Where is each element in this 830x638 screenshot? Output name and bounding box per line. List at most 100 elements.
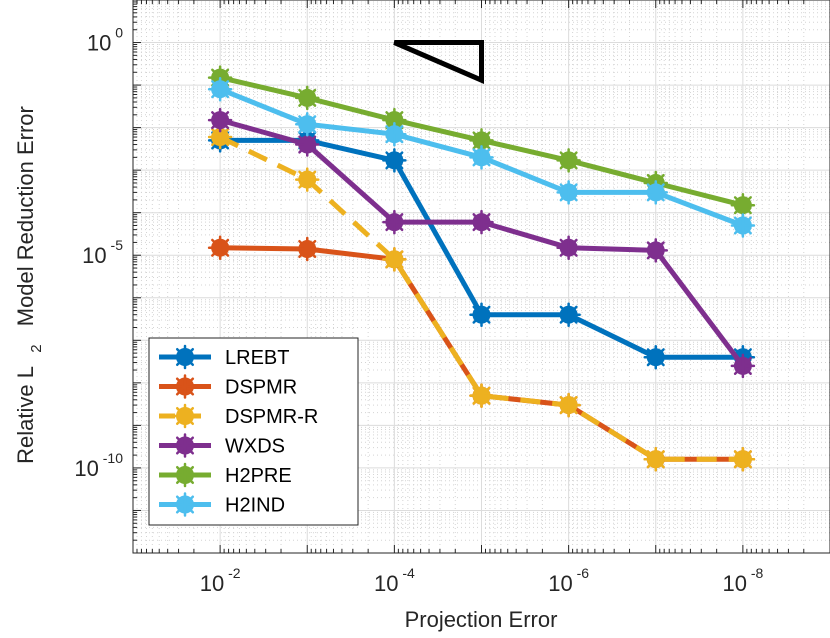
data-point	[295, 85, 320, 111]
data-point	[556, 235, 581, 260]
data-point-spoke	[298, 135, 317, 154]
axis-ticks	[132, 0, 830, 554]
legend-label: H2IND	[225, 495, 285, 517]
x-tick-label: 10 -6	[548, 565, 589, 596]
y-tick-exponent: 0	[111, 25, 123, 41]
data-point	[295, 167, 320, 192]
data-point-spoke	[559, 396, 578, 415]
y-axis-label-prefix: Relative L	[13, 366, 38, 464]
data-point	[730, 192, 756, 218]
x-tick-labels: 10 -2 10 -4 10 -6 10 -8	[200, 565, 764, 596]
x-tick-label: 10 -8	[722, 565, 763, 596]
slope-triangle	[393, 40, 484, 85]
data-point	[382, 209, 407, 235]
data-point	[643, 344, 668, 370]
data-point-spoke	[559, 151, 578, 170]
data-point-spoke	[646, 450, 665, 469]
legend-marker-spoke	[175, 436, 195, 455]
data-point-spoke	[733, 216, 752, 235]
data-point	[730, 213, 756, 238]
legend-marker-spoke	[175, 347, 195, 367]
data-point-spoke	[559, 305, 578, 324]
legend-marker-spoke	[175, 495, 195, 514]
data-point-spoke	[211, 80, 230, 99]
data-point-spoke	[472, 148, 491, 167]
data-point	[643, 238, 668, 263]
x-tick-base: 10	[722, 571, 746, 596]
data-point-spoke	[298, 239, 317, 259]
data-point-spoke	[385, 125, 404, 144]
legend-marker-spoke	[175, 465, 195, 485]
data-point	[556, 302, 581, 327]
data-point	[469, 145, 494, 170]
legend-marker	[172, 344, 198, 370]
series-h2ind	[207, 76, 756, 238]
legend-marker-spoke	[175, 406, 195, 426]
legend-marker-spoke	[175, 377, 195, 396]
data-point-spoke	[733, 196, 752, 215]
slope-triangle-layer	[393, 40, 484, 85]
legend-entry-dspmr: DSPMR	[159, 374, 297, 399]
data-point-spoke	[646, 241, 665, 260]
legend-label: LREBT	[225, 347, 289, 369]
data-point	[556, 180, 581, 205]
data-point-spoke	[298, 88, 317, 107]
data-point	[207, 235, 233, 260]
data-point	[730, 353, 756, 379]
data-point-spoke	[385, 250, 404, 269]
data-point-spoke	[385, 151, 404, 170]
data-point	[469, 383, 494, 408]
data-point-spoke	[646, 348, 665, 367]
legend-marker	[172, 403, 198, 429]
legend-marker	[172, 492, 198, 517]
data-point-spoke	[298, 115, 317, 134]
legend-label: DSPMR	[225, 377, 297, 399]
x-tick-exponent: -4	[398, 565, 415, 581]
data-point	[382, 148, 407, 173]
x-tick-exponent: -2	[224, 565, 241, 581]
x-tick-base: 10	[200, 571, 224, 596]
data-point-spoke	[211, 128, 230, 147]
data-point	[556, 392, 581, 418]
y-axis-label: Relative L 2 Model Reduction Error	[13, 106, 45, 464]
legend: LREBT DSPMR DSPMR-R WXDS H2PRE H2IND	[148, 337, 359, 526]
data-point-spoke	[559, 183, 578, 202]
legend-label: WXDS	[225, 436, 285, 458]
legend-marker	[172, 433, 198, 458]
legend-entry-lrebt: LREBT	[159, 344, 289, 370]
data-point	[643, 446, 668, 472]
y-axis-label-subscript: 2	[28, 344, 45, 352]
data-point	[730, 446, 756, 472]
x-tick-exponent: -6	[573, 565, 590, 581]
y-tick-base: 10	[74, 456, 98, 481]
data-point-spoke	[211, 238, 230, 257]
x-tick-base: 10	[374, 571, 398, 596]
data-point-spoke	[733, 450, 752, 469]
data-point-spoke	[472, 131, 491, 150]
data-point	[643, 180, 668, 205]
data-point-spoke	[472, 213, 491, 232]
legend-marker	[172, 374, 198, 399]
data-point-spoke	[733, 356, 752, 375]
series-layer	[207, 65, 756, 472]
data-point	[382, 247, 407, 272]
y-tick-exponent: -10	[99, 450, 123, 466]
data-point-spoke	[472, 305, 491, 324]
data-point	[295, 236, 320, 262]
data-point	[469, 209, 494, 235]
legend-label: H2PRE	[225, 465, 292, 487]
y-axis-label-suffix: Model Reduction Error	[13, 106, 38, 326]
data-point	[295, 132, 320, 157]
legend-marker	[172, 462, 198, 488]
data-point	[469, 302, 494, 327]
y-tick-label: 10 0	[87, 25, 123, 56]
y-tick-label: 10 -5	[82, 237, 123, 268]
data-point	[207, 76, 233, 102]
x-tick-exponent: -8	[747, 565, 764, 581]
data-point-spoke	[211, 111, 230, 130]
data-point-spoke	[472, 386, 491, 405]
x-tick-label: 10 -2	[200, 565, 241, 596]
legend-entry-h2ind: H2IND	[159, 492, 285, 517]
data-point	[382, 121, 407, 147]
